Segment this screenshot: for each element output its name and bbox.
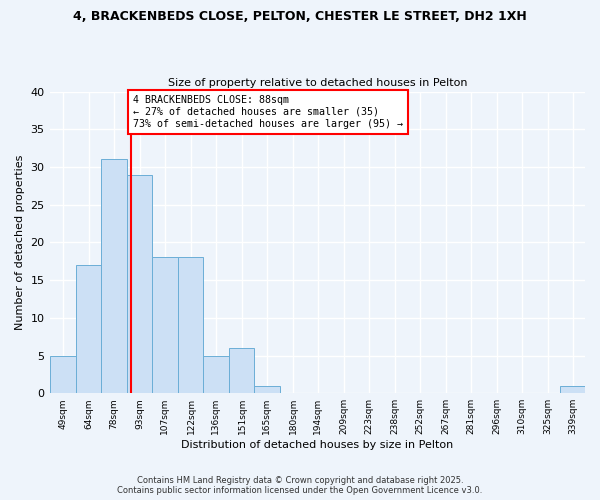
- Text: 4, BRACKENBEDS CLOSE, PELTON, CHESTER LE STREET, DH2 1XH: 4, BRACKENBEDS CLOSE, PELTON, CHESTER LE…: [73, 10, 527, 23]
- Title: Size of property relative to detached houses in Pelton: Size of property relative to detached ho…: [167, 78, 467, 88]
- X-axis label: Distribution of detached houses by size in Pelton: Distribution of detached houses by size …: [181, 440, 454, 450]
- Bar: [76, 265, 101, 393]
- Bar: [560, 386, 585, 393]
- Bar: [254, 386, 280, 393]
- Bar: [229, 348, 254, 393]
- Bar: [152, 258, 178, 393]
- Bar: [178, 258, 203, 393]
- Text: 4 BRACKENBEDS CLOSE: 88sqm
← 27% of detached houses are smaller (35)
73% of semi: 4 BRACKENBEDS CLOSE: 88sqm ← 27% of deta…: [133, 96, 403, 128]
- Bar: [101, 160, 127, 393]
- Bar: [127, 174, 152, 393]
- Y-axis label: Number of detached properties: Number of detached properties: [15, 154, 25, 330]
- Bar: [203, 356, 229, 393]
- Text: Contains HM Land Registry data © Crown copyright and database right 2025.
Contai: Contains HM Land Registry data © Crown c…: [118, 476, 482, 495]
- Bar: [50, 356, 76, 393]
